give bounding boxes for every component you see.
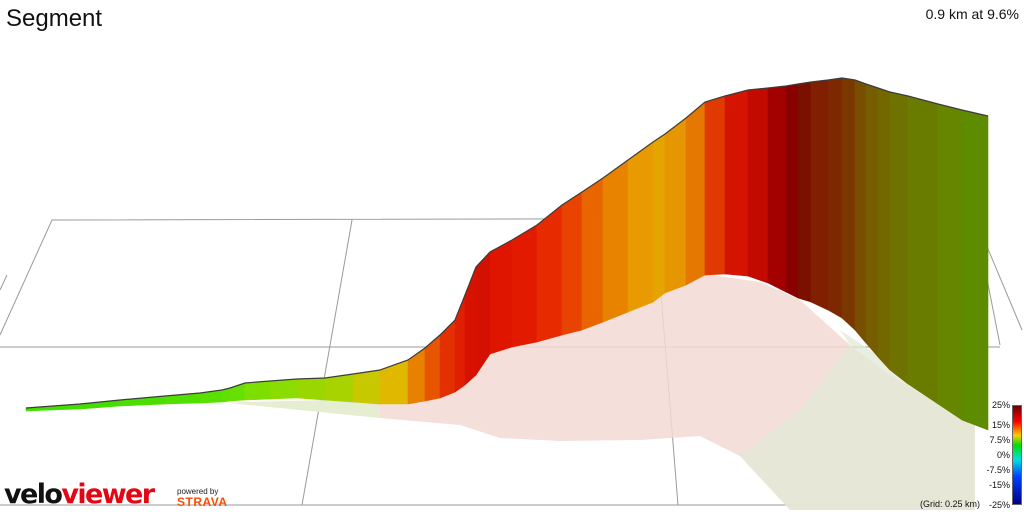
gradient-strip — [767, 85, 787, 293]
gradient-strip — [581, 177, 604, 331]
scale-label: 7.5% — [989, 435, 1010, 445]
gradient-strip — [907, 95, 939, 405]
gradient-strip — [536, 204, 563, 343]
gradient-color-scale — [1012, 405, 1022, 505]
gradient-strip — [269, 378, 298, 400]
gradient-strip — [724, 89, 749, 277]
gradient-strip — [841, 77, 856, 331]
gradient-strip — [704, 95, 726, 276]
scale-label: -25% — [988, 500, 1010, 510]
scale-label: 0% — [996, 450, 1010, 460]
gradient-strip — [685, 101, 706, 286]
veloviewer-logo[interactable]: veloviewer — [4, 479, 155, 510]
strava-logo: STRAVA — [177, 495, 228, 509]
gradient-strip — [296, 377, 326, 401]
logo-viewer-text: viewer — [61, 479, 155, 510]
gradient-strip — [785, 83, 799, 299]
gradient-strip — [464, 266, 477, 386]
gradient-strip — [511, 224, 538, 348]
scale-label: -15% — [988, 480, 1010, 490]
gradient-strip — [244, 380, 271, 401]
gradient-strip — [489, 239, 513, 355]
gradient-strip — [961, 109, 989, 431]
powered-by-strava[interactable]: powered by STRAVA — [177, 487, 247, 511]
gradient-strip — [652, 133, 666, 303]
gradient-strip — [424, 334, 441, 402]
gradient-strip — [747, 87, 769, 284]
gradient-strip — [602, 159, 629, 323]
scale-label: 25% — [991, 400, 1010, 410]
scale-label: -7.5% — [986, 465, 1010, 475]
grid-divider-left — [301, 219, 353, 506]
gradient-strip — [352, 369, 381, 405]
gradient-strips — [25, 77, 989, 431]
grid-left-stub — [0, 274, 8, 291]
grid-size-note: (Grid: 0.25 km) — [919, 499, 980, 509]
gradient-strip — [937, 103, 963, 421]
gradient-strip — [810, 79, 829, 311]
page-title: Segment — [6, 5, 103, 32]
gradient-strip — [865, 83, 879, 358]
gradient-strip — [407, 347, 426, 405]
gradient-scale-labels: 25% 15% 7.5% 0% -7.5% -15% -25% — [978, 398, 1010, 512]
gradient-strip — [797, 81, 812, 303]
gradient-strip — [439, 319, 456, 399]
gradient-strip — [854, 79, 867, 344]
gradient-strip — [454, 294, 466, 393]
gradient-strip — [324, 373, 354, 403]
powered-by-text: powered by — [177, 487, 219, 496]
gradient-strip — [379, 359, 409, 405]
gradient-strip — [877, 87, 891, 371]
gradient-strip — [827, 77, 843, 319]
gradient-strip — [561, 191, 583, 336]
gradient-strip — [664, 117, 687, 294]
logo-velo-text: velo — [4, 479, 63, 510]
gradient-strip — [79, 399, 121, 410]
segment-stat: 0.9 km at 9.6% — [925, 6, 1019, 22]
ridge-line — [25, 77, 989, 409]
gradient-strip — [627, 141, 654, 313]
scale-label: 15% — [991, 420, 1010, 430]
profile-shadow-right — [740, 330, 975, 510]
gradient-strip — [889, 91, 909, 385]
gradient-strip — [475, 251, 491, 376]
profile-shadow — [26, 274, 975, 510]
profile-shadow-green — [26, 400, 380, 418]
